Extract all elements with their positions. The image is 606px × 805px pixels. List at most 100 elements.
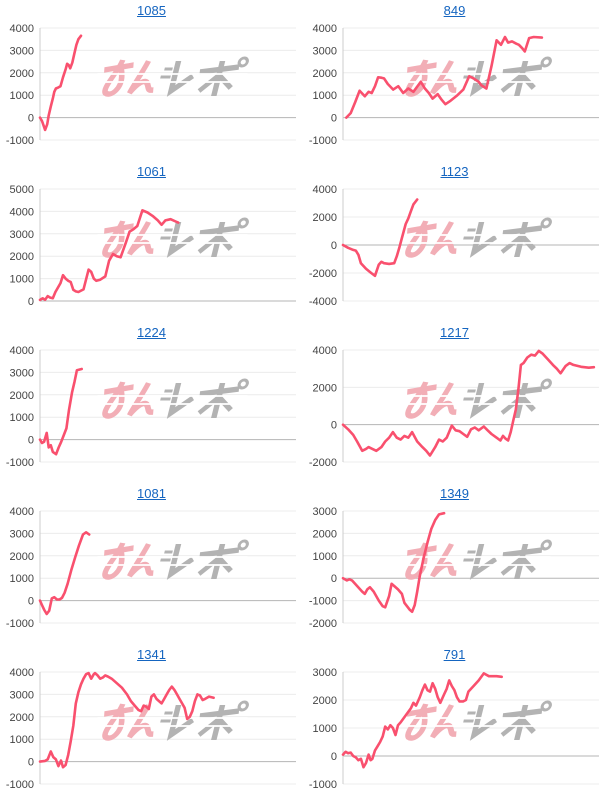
minrepo-watermark-logo [97, 217, 249, 258]
line-chart: 4000 2000 0 -2000 [309, 345, 599, 469]
watermark-stroke [166, 544, 194, 580]
minrepo-watermark-logo [97, 539, 249, 580]
watermark-stroke [102, 703, 126, 741]
y-axis-label: -1000 [309, 135, 337, 147]
watermark-handakuten [237, 56, 249, 68]
y-axis-label: 0 [28, 296, 34, 308]
watermark-stroke [405, 220, 429, 258]
data-line [341, 198, 419, 278]
y-axis-label: 0 [28, 435, 34, 447]
minrepo-watermark-logo [97, 700, 249, 741]
chart-cell: 1224 4000 3000 2000 1000 0 -1000 [0, 322, 303, 483]
watermark-stroke [166, 705, 194, 741]
watermark-handakuten [237, 700, 249, 712]
chart-title-link[interactable]: 1061 [137, 164, 166, 179]
y-axis-label: 3000 [313, 45, 337, 57]
y-axis-label: 0 [331, 751, 337, 763]
chart-title-link[interactable]: 1085 [137, 3, 166, 18]
y-axis-label: 2000 [313, 212, 337, 224]
y-axis-label: 4000 [10, 667, 34, 679]
data-line [38, 671, 215, 769]
watermark-handakuten [540, 56, 552, 68]
chart-cell: 1123 4000 2000 0 -2000 -4000 [303, 161, 606, 322]
y-axis-label: -1000 [6, 779, 34, 791]
watermark-stroke [463, 228, 476, 240]
y-axis-label: 0 [28, 113, 34, 125]
chart-title-link[interactable]: 1224 [137, 325, 166, 340]
chart-title-link[interactable]: 1081 [137, 486, 166, 501]
watermark-stroke [430, 221, 457, 256]
y-axis-label: 4000 [10, 506, 34, 518]
y-axis-label: 2000 [10, 551, 34, 563]
y-axis-label: 3000 [10, 45, 34, 57]
y-axis-label: 0 [331, 573, 337, 585]
watermark-stroke [469, 705, 497, 741]
y-axis-label: 3000 [313, 667, 337, 679]
watermark-handakuten [540, 700, 552, 712]
y-axis-label: 1000 [10, 573, 34, 585]
line-chart: 4000 2000 0 -2000 -4000 [309, 184, 599, 308]
chart-title-link[interactable]: 1217 [440, 325, 469, 340]
y-axis-label: 1000 [10, 734, 34, 746]
chart-cell: 1085 4000 3000 2000 1000 0 -1000 [0, 0, 303, 161]
y-axis-label: 1000 [10, 412, 34, 424]
y-axis-label: 1000 [313, 90, 337, 102]
watermark-stroke [102, 59, 126, 97]
watermark-stroke [197, 557, 220, 576]
minrepo-watermark-logo [400, 217, 552, 258]
line-chart: 3000 2000 1000 0 -1000 -2000 [309, 506, 599, 630]
y-axis-label: 2000 [313, 68, 337, 80]
y-axis-label: 2000 [10, 712, 34, 724]
chart-title-link[interactable]: 1123 [440, 164, 469, 179]
watermark-stroke [127, 543, 154, 578]
chart-title-link[interactable]: 1341 [137, 647, 166, 662]
line-chart: 4000 3000 2000 1000 0 -1000 [6, 667, 296, 791]
watermark-stroke [127, 382, 154, 417]
watermark-handakuten [237, 539, 249, 551]
chart-title-link[interactable]: 1349 [440, 486, 469, 501]
y-axis-label: 3000 [10, 528, 34, 540]
y-axis-label: 1000 [10, 274, 34, 286]
y-axis-label: 0 [331, 420, 337, 432]
data-line [38, 208, 180, 302]
data-line [38, 530, 91, 616]
chart-cell: 1061 5000 4000 3000 2000 1000 0 [0, 161, 303, 322]
watermark-stroke [197, 235, 220, 254]
line-chart: 4000 3000 2000 1000 0 -1000 [6, 23, 296, 147]
watermark-stroke [430, 543, 457, 578]
watermark-handakuten [237, 217, 249, 229]
watermark-stroke [405, 381, 429, 419]
watermark-stroke [197, 718, 220, 737]
line-chart: 4000 3000 2000 1000 0 -1000 [6, 345, 296, 469]
chart-title-link[interactable]: 791 [443, 647, 466, 662]
watermark-stroke [469, 544, 497, 580]
minrepo-watermark-logo [400, 539, 552, 580]
watermark-stroke [102, 381, 126, 419]
data-line [38, 367, 83, 456]
watermark-stroke [500, 74, 523, 93]
line-chart: 3000 2000 1000 0 -1000 [309, 667, 599, 791]
line-chart: 4000 3000 2000 1000 0 -1000 [6, 506, 296, 630]
y-axis-label: -1000 [6, 135, 34, 147]
y-axis-label: 2000 [313, 382, 337, 394]
chart-cell: 1341 4000 3000 2000 1000 0 -1000 [0, 644, 303, 805]
y-axis-label: 5000 [10, 184, 34, 196]
watermark-handakuten [237, 378, 249, 390]
watermark-stroke [160, 550, 173, 562]
y-axis-label: 0 [28, 596, 34, 608]
watermark-stroke [463, 389, 476, 401]
y-axis-label: 2000 [10, 251, 34, 263]
data-line [341, 511, 446, 614]
watermark-stroke [127, 60, 154, 95]
watermark-stroke [160, 389, 173, 401]
chart-cell: 1349 3000 2000 1000 0 -1000 -2000 [303, 483, 606, 644]
y-axis-label: -4000 [309, 296, 337, 308]
line-chart: 4000 3000 2000 1000 0 -1000 [309, 23, 599, 147]
watermark-stroke [197, 74, 220, 93]
watermark-stroke [500, 557, 523, 576]
chart-title-link[interactable]: 849 [443, 3, 466, 18]
watermark-stroke [166, 222, 194, 258]
y-axis-label: -1000 [309, 779, 337, 791]
line-chart: 5000 4000 3000 2000 1000 0 [10, 184, 296, 308]
